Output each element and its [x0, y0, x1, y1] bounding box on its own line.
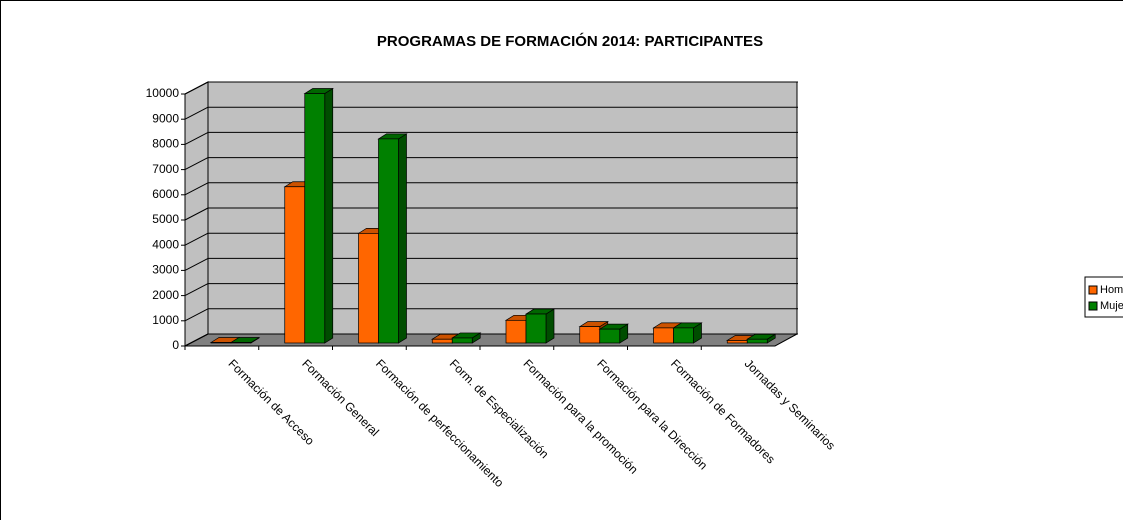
grid-line — [184, 283, 209, 297]
grid-line — [184, 207, 209, 221]
bar — [304, 93, 326, 344]
legend: Hombres Mujeres — [1084, 276, 1123, 318]
bar — [230, 342, 252, 344]
bar — [525, 313, 547, 344]
y-tick-label: 8000 — [152, 137, 179, 151]
grid-line — [184, 257, 209, 271]
y-tick-label: 3000 — [152, 263, 179, 277]
bar — [673, 327, 694, 344]
bar — [378, 138, 399, 344]
y-tick-label: 5000 — [152, 212, 179, 226]
bar-side — [545, 308, 555, 344]
bar — [726, 340, 748, 344]
grid-line — [184, 81, 209, 95]
bar — [505, 319, 527, 344]
bar — [358, 233, 379, 344]
y-tick-label: 9000 — [152, 111, 179, 125]
legend-swatch — [1088, 285, 1098, 295]
bar — [284, 186, 306, 344]
legend-swatch — [1088, 301, 1098, 311]
y-tick-label: 4000 — [152, 237, 179, 251]
y-tick-label: 0 — [172, 338, 179, 352]
y-tick-label: 1000 — [152, 313, 179, 327]
grid-line — [184, 131, 209, 145]
grid-line — [184, 157, 209, 171]
bar — [210, 342, 232, 344]
grid-line — [184, 182, 209, 196]
legend-label: Mujeres — [1100, 300, 1123, 312]
y-tick-label: 2000 — [152, 288, 179, 302]
grid-line — [184, 333, 209, 347]
grid-line — [184, 106, 209, 120]
grid-line — [184, 232, 209, 246]
y-tick-label: 10000 — [146, 86, 180, 100]
bar — [599, 328, 621, 344]
grid-line — [184, 308, 209, 322]
bar-side — [398, 133, 407, 344]
bar — [653, 327, 674, 344]
y-tick-label: 7000 — [152, 162, 179, 176]
y-tick-label: 6000 — [152, 187, 179, 201]
bar-side — [324, 87, 334, 344]
bar — [431, 338, 453, 344]
legend-label: Hombres — [1100, 284, 1123, 296]
floor — [184, 333, 798, 347]
bar — [746, 338, 768, 344]
bar — [451, 337, 473, 344]
chart-title: PROGRAMAS DE FORMACIÓN 2014: PARTICIPANT… — [377, 32, 763, 50]
bar — [579, 326, 601, 344]
